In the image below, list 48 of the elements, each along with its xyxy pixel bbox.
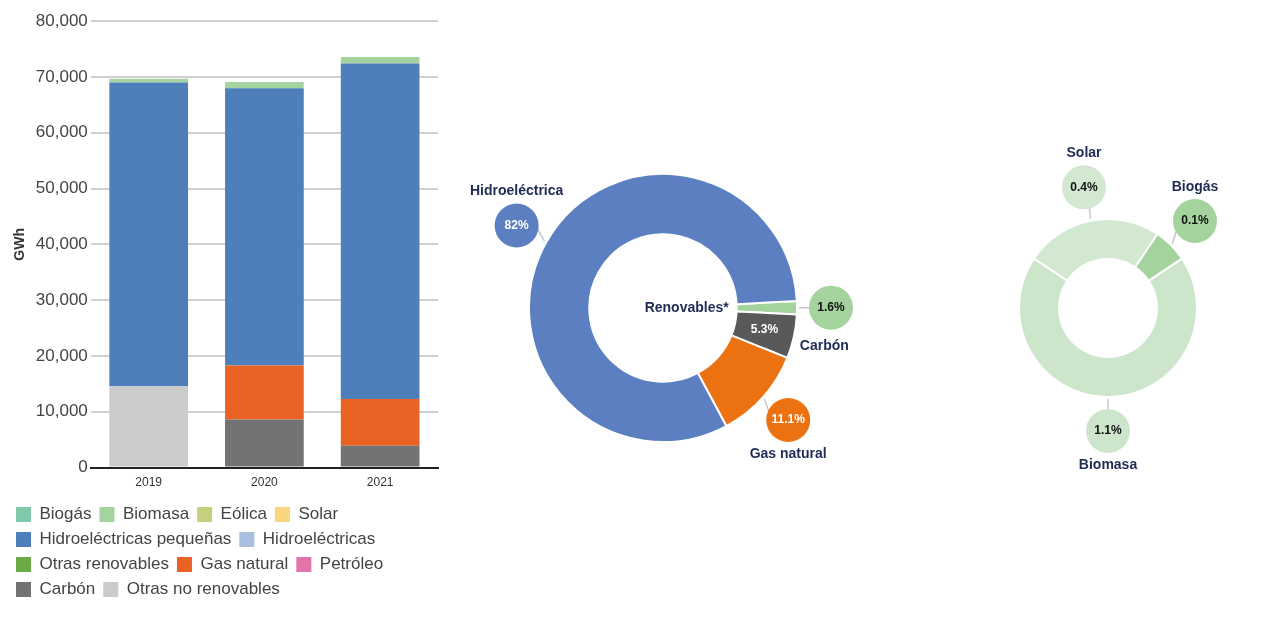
data-label: 1.1% [1094, 423, 1122, 438]
legend-label: Otras no renovables [126, 579, 280, 599]
legend-label: Petróleo [319, 554, 384, 574]
slice-label: Gas natural [749, 444, 827, 461]
data-label: 11.1% [771, 412, 806, 427]
y-tick-label: 70,000 [35, 66, 88, 86]
bar [340, 445, 420, 467]
bar [225, 88, 304, 366]
bar [340, 398, 420, 446]
y-axis-title: GWh [11, 228, 28, 261]
slice-label: Biogás [1171, 177, 1219, 194]
legend-label: Eólica [220, 504, 268, 524]
bar [225, 419, 304, 467]
y-tick-label: 30,000 [35, 289, 88, 309]
x-tick-label: 2019 [135, 475, 163, 490]
y-tick-label: 50,000 [35, 178, 88, 198]
y-tick-label: 20,000 [35, 345, 88, 365]
y-tick-label: 60,000 [35, 122, 88, 142]
bar [225, 82, 304, 89]
bar [109, 82, 189, 387]
slice-label: Biomasa [1078, 455, 1138, 472]
data-label: 0.1% [1181, 213, 1209, 228]
legend-label: Carbón [39, 579, 96, 599]
data-label: 5.3% [750, 322, 779, 337]
legend-label: Otras renovables [39, 554, 169, 574]
slice-label: Hidroeléctrica [469, 182, 564, 199]
legend-label: Biogás [39, 504, 92, 524]
bar [340, 56, 420, 64]
bar [225, 365, 304, 420]
slice-label: Renovables* [644, 298, 730, 315]
bar [109, 78, 189, 83]
legend-label: Biomasa [122, 504, 190, 524]
y-tick-label: 80,000 [35, 10, 88, 30]
legend-label: Hidroeléctricas pequeñas [39, 529, 232, 549]
x-tick-label: 2021 [366, 475, 394, 490]
data-label: 1.6% [817, 299, 845, 314]
legend-label: Gas natural [200, 554, 289, 574]
legend-label: Solar [298, 504, 339, 524]
slice-label: Carbón [799, 336, 849, 353]
data-label: 82% [504, 217, 529, 232]
bar [340, 63, 420, 399]
slice-label: Solar [1066, 144, 1103, 161]
y-tick-label: 10,000 [35, 401, 88, 421]
legend-label: Hidroeléctricas [262, 529, 376, 549]
y-tick-label: 0 [78, 457, 88, 477]
data-label: 0.4% [1070, 179, 1099, 194]
x-tick-label: 2020 [251, 475, 279, 490]
y-tick-label: 40,000 [35, 234, 88, 254]
